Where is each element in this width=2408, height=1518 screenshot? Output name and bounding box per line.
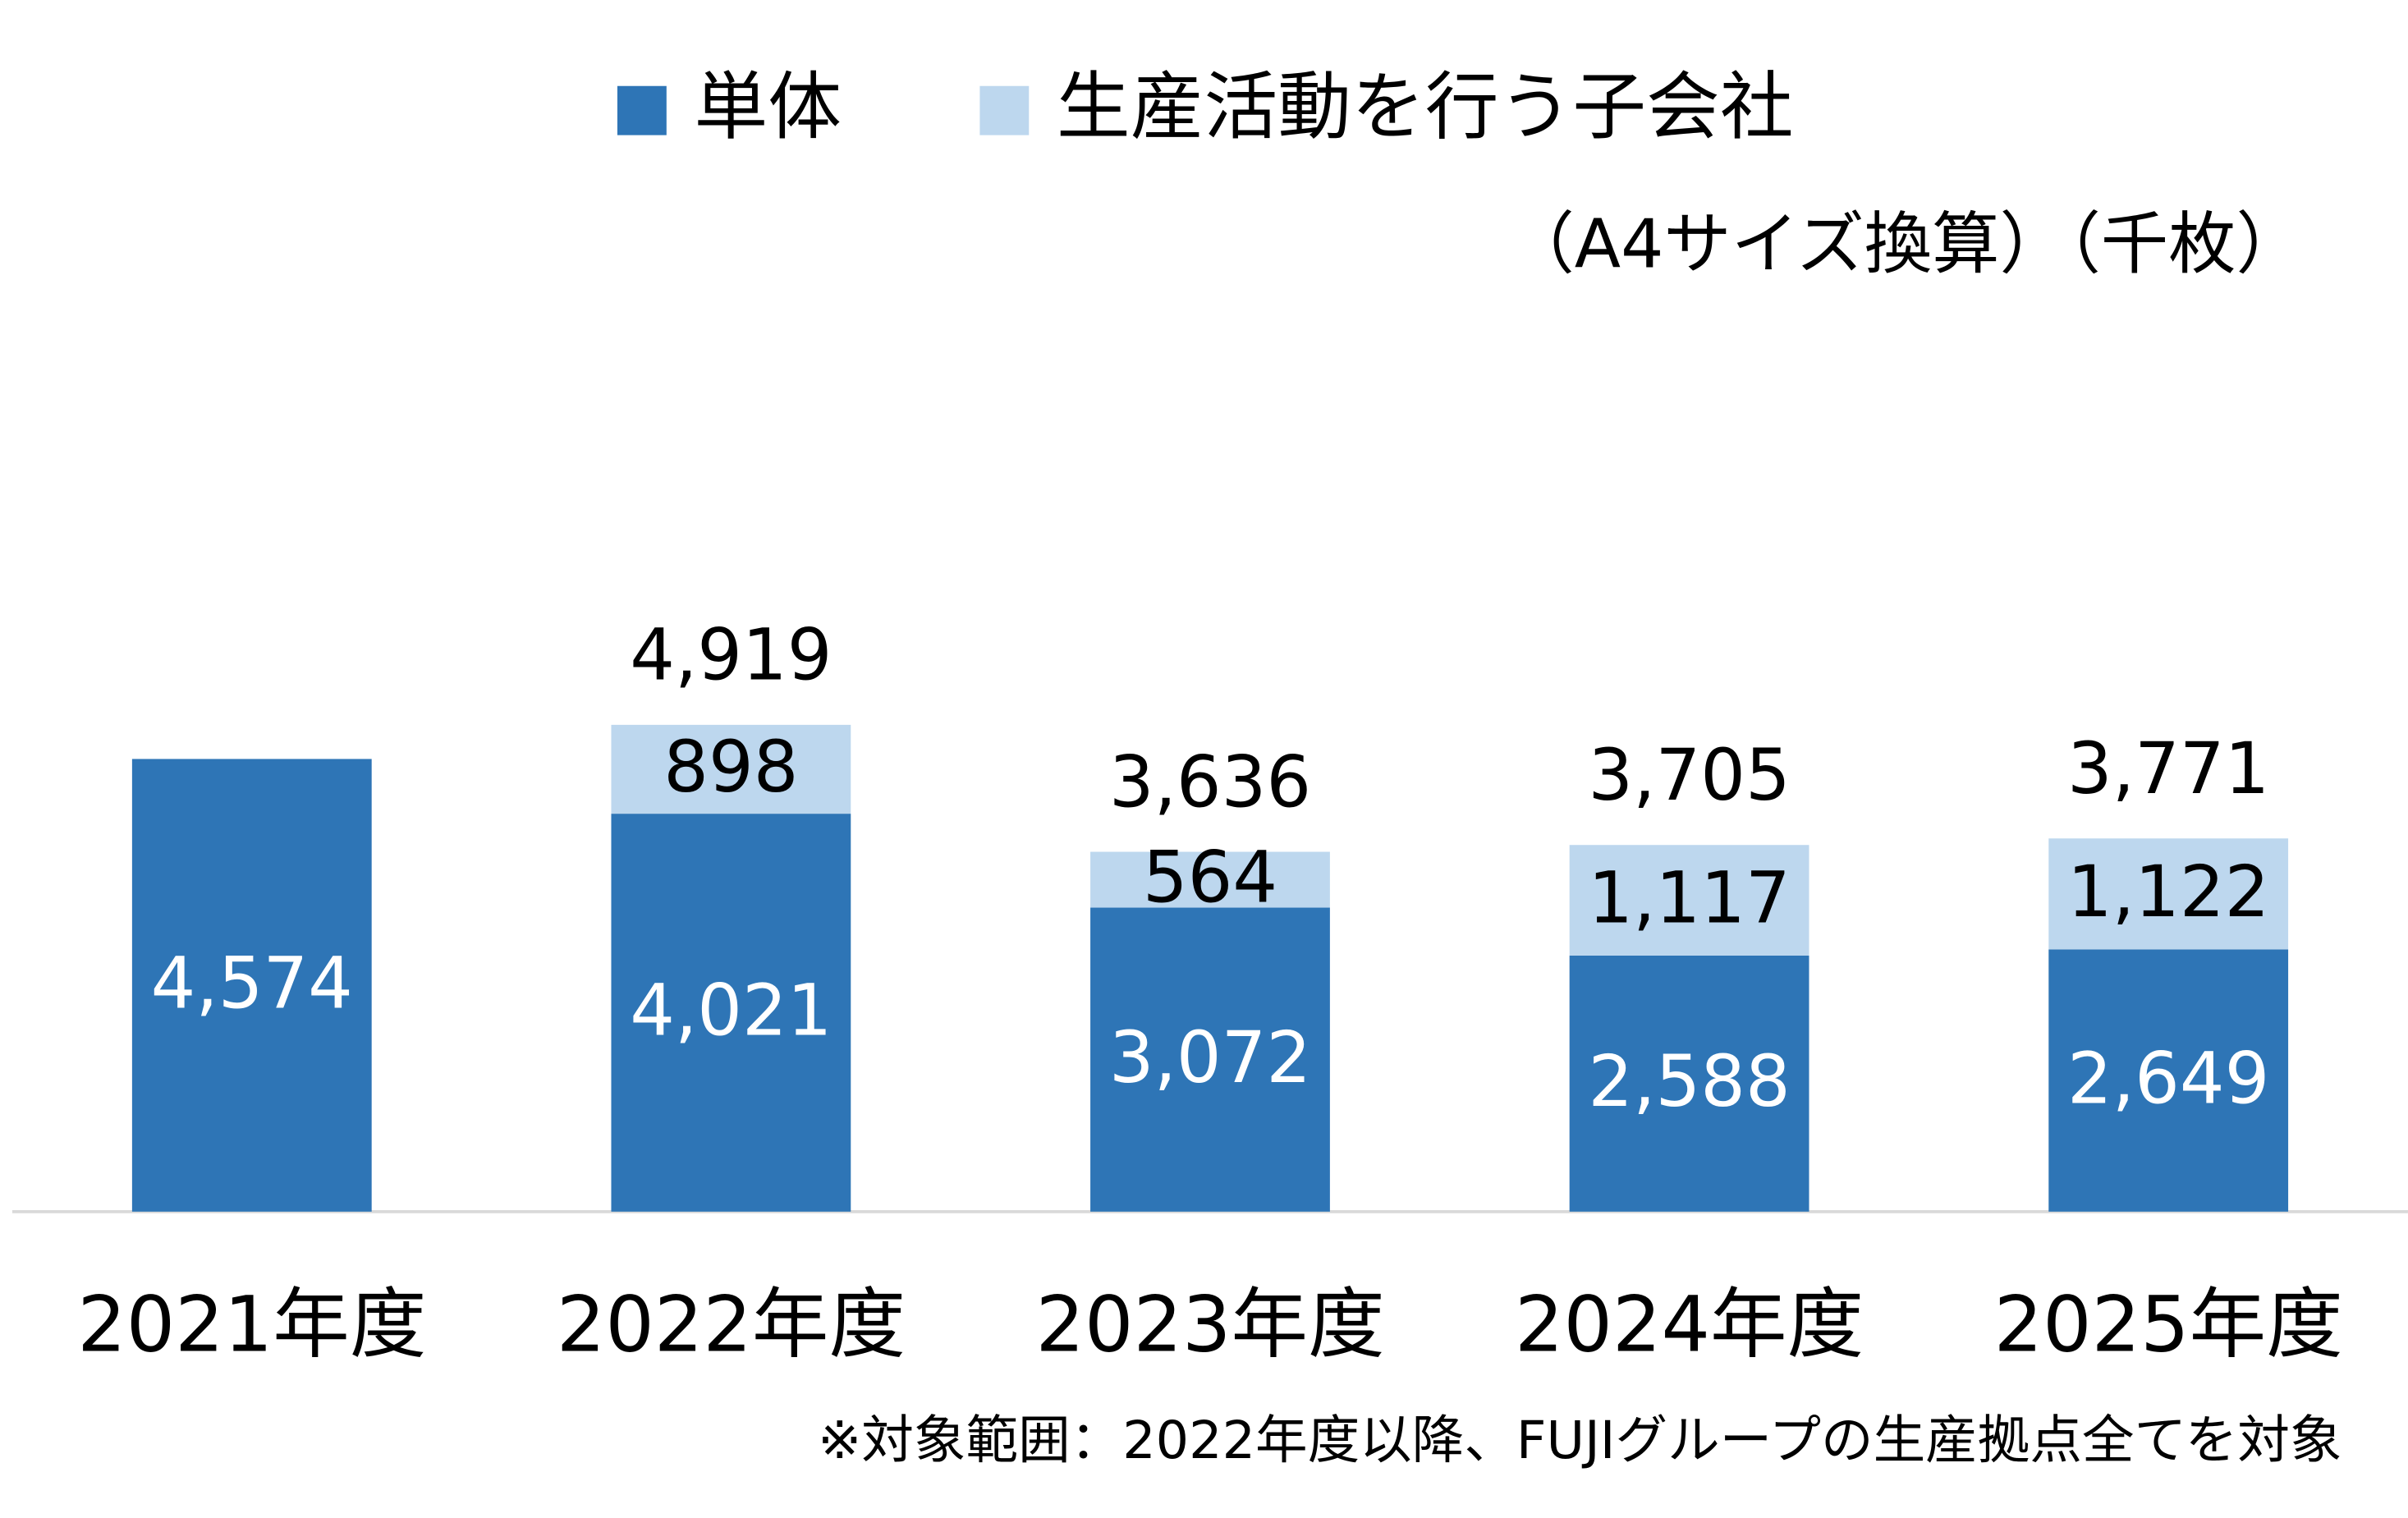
legend-swatch [979,85,1030,135]
bar-segment [1569,955,1809,1212]
total-label: 4,919 [630,615,832,697]
x-tick-label: 2024年度 [1515,1281,1864,1370]
bar-segment [131,759,372,1212]
unit-note: （A4サイズ換算）（千枚） [1507,205,2303,283]
bar-segment [611,724,851,814]
data-label: 898 [663,727,798,809]
total-label: 3,636 [1109,741,1311,823]
total-label: 3,771 [2067,728,2269,810]
footnote: ※対象範囲：2022年度以降、FUJIグループの生産拠点全てを対象 [818,1410,2341,1470]
data-label: 1,117 [1588,858,1790,940]
bar-segment [2048,838,2289,950]
bar-segment [611,814,851,1212]
data-label: 564 [1143,837,1277,920]
bar-segment [1090,851,1330,908]
bar-segment [1569,845,1809,956]
legend-label: 単体 [694,65,842,150]
data-label: 4,574 [151,942,353,1025]
total-label: 3,705 [1588,735,1790,817]
data-label: 2,649 [2067,1038,2269,1120]
x-tick-label: 2021年度 [77,1281,426,1370]
x-tick-label: 2023年度 [1035,1281,1384,1370]
x-tick-label: 2022年度 [557,1281,906,1370]
bar-segment [1090,907,1330,1212]
x-tick-label: 2025年度 [1994,1281,2343,1370]
legend-swatch [617,85,667,135]
data-label: 1,122 [2067,851,2269,933]
legend-label: 生産活動を行う子会社 [1057,65,1794,150]
data-label: 4,021 [630,970,832,1053]
data-label: 3,072 [1109,1017,1311,1099]
bar-segment [2048,949,2289,1212]
data-label: 2,588 [1588,1041,1790,1123]
